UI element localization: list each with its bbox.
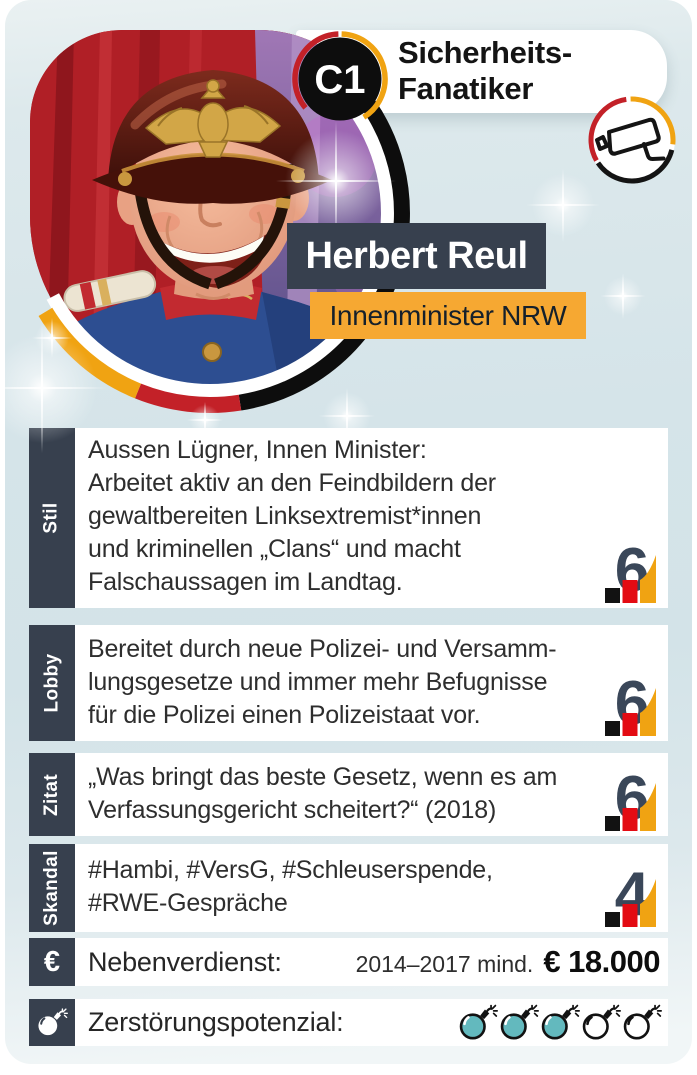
- bomb-icon: [500, 1004, 539, 1040]
- germany-flag-bars-icon: [605, 688, 656, 736]
- section-content: #Hambi, #VersG, #Schleuserspende, #RWE-G…: [75, 844, 668, 932]
- euro-icon: €: [43, 945, 61, 978]
- politician-name: Herbert Reul: [305, 234, 528, 277]
- name-plate: Herbert Reul: [287, 223, 546, 289]
- section-tab-euro: €: [29, 938, 75, 986]
- income-period: 2014–2017 mind.: [355, 951, 534, 977]
- section-lobby: Lobby Bereitet durch neue Polizei- und V…: [29, 625, 668, 741]
- politician-role: Innenminister NRW: [329, 299, 567, 331]
- germany-flag-bars-icon: [605, 555, 656, 603]
- bomb-icon: [38, 1008, 68, 1036]
- score-badge: 6: [605, 669, 656, 737]
- section-tab-skandal: Skandal: [29, 844, 75, 932]
- section-destruction: Zerstörungspotenzial:: [29, 999, 668, 1046]
- destruction-label: Zerstörungspotenzial:: [88, 1007, 344, 1037]
- bomb-icon: [582, 1004, 621, 1040]
- card-code: C1: [314, 58, 365, 102]
- section-label: Lobby: [41, 653, 62, 713]
- section-stil: Stil Aussen Lügner, Innen Minister: Arbe…: [29, 428, 668, 608]
- income-label: Nebenverdienst:: [88, 946, 282, 977]
- section-content: Zerstörungspotenzial:: [75, 999, 668, 1046]
- score-badge: 6: [605, 536, 656, 604]
- section-content: Bereitet durch neue Polizei- und Versamm…: [75, 625, 668, 741]
- section-content: „Was bringt das beste Gesetz, wenn es am…: [75, 753, 668, 836]
- section-content: Nebenverdienst: 2014–2017 mind. € 18.000: [75, 938, 668, 986]
- role-plate: Innenminister NRW: [310, 292, 586, 339]
- card-code-badge: C1: [292, 31, 388, 121]
- section-text: Bereitet durch neue Polizei- und Versamm…: [88, 635, 557, 729]
- card-archetype-title: Sicherheits- Fanatiker: [398, 35, 572, 106]
- germany-flag-bars-icon: [605, 783, 656, 831]
- section-skandal: Skandal #Hambi, #VersG, #Schleuserspende…: [29, 844, 668, 932]
- section-tab-bomb: [29, 999, 75, 1046]
- cctv-camera-icon: [588, 96, 676, 184]
- section-income: € Nebenverdienst: 2014–2017 mind. € 18.0…: [29, 938, 668, 986]
- section-content: Aussen Lügner, Innen Minister: Arbeitet …: [75, 428, 668, 608]
- section-text: Aussen Lügner, Innen Minister: Arbeitet …: [88, 436, 496, 596]
- bomb-icon: [623, 1004, 662, 1040]
- section-label: Skandal: [41, 850, 63, 926]
- bomb-icon: [541, 1004, 580, 1040]
- section-zitat: Zitat „Was bringt das beste Gesetz, wenn…: [29, 753, 668, 836]
- score-badge: 4: [605, 860, 656, 928]
- score-badge: 6: [605, 764, 656, 832]
- section-label: Stil: [40, 502, 62, 534]
- section-text: „Was bringt das beste Gesetz, wenn es am…: [88, 763, 558, 824]
- bomb-icon: [459, 1004, 498, 1040]
- section-label: Zitat: [40, 773, 62, 816]
- section-tab-zitat: Zitat: [29, 753, 75, 836]
- income-amount: € 18.000: [543, 944, 660, 979]
- section-tab-lobby: Lobby: [29, 625, 75, 741]
- germany-flag-bars-icon: [605, 879, 656, 927]
- section-tab-stil: Stil: [29, 428, 75, 608]
- section-text: #Hambi, #VersG, #Schleuserspende, #RWE-G…: [88, 856, 493, 917]
- destruction-bombs: [457, 1004, 662, 1042]
